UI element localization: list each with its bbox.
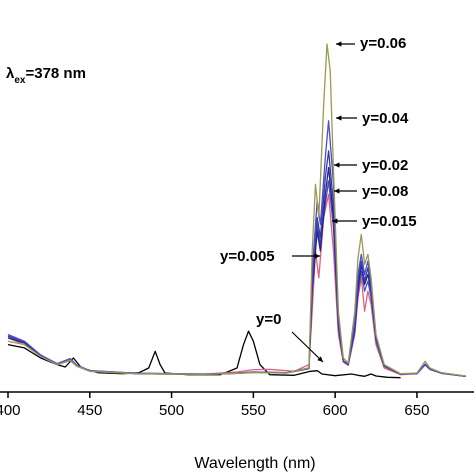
series-label: y=0.06 bbox=[360, 35, 406, 52]
excitation-annotation: λex=378 nm bbox=[6, 65, 86, 86]
series-label: y=0.08 bbox=[362, 183, 408, 200]
label-arrow-head bbox=[332, 218, 338, 224]
label-arrow-head bbox=[334, 162, 340, 168]
series-line-y-0-06 bbox=[7, 43, 467, 377]
series-line-y-0-015 bbox=[7, 180, 467, 377]
label-arrow-head bbox=[317, 356, 323, 362]
series-label: y=0.005 bbox=[220, 248, 275, 265]
x-tick-label: 600 bbox=[323, 402, 348, 419]
label-arrow-line bbox=[291, 331, 324, 363]
x-tick-label: 400 bbox=[0, 402, 21, 419]
series-label: y=0.02 bbox=[362, 157, 408, 174]
x-axis-title: Wavelength (nm) bbox=[194, 455, 315, 472]
label-arrow-head bbox=[334, 188, 340, 194]
series-label: y=0.04 bbox=[362, 110, 409, 127]
annotation-rest: =378 nm bbox=[25, 65, 85, 82]
annotation-lambda: λ bbox=[6, 65, 15, 82]
x-tick-label: 450 bbox=[77, 402, 102, 419]
x-ticks-group: 400 450 500 550 600 650 bbox=[0, 392, 429, 419]
series-label: y=0 bbox=[256, 311, 281, 328]
x-tick-label: 500 bbox=[159, 402, 184, 419]
x-tick-label: 550 bbox=[241, 402, 266, 419]
x-tick-label: 650 bbox=[404, 402, 429, 419]
series-line-y-0 bbox=[7, 330, 401, 379]
label-arrow-head bbox=[336, 41, 342, 47]
series-label: y=0.015 bbox=[362, 213, 417, 230]
axes-layer: 400 450 500 550 600 650 bbox=[0, 391, 474, 419]
label-arrow-head bbox=[314, 253, 320, 259]
annotation-subscript: ex bbox=[14, 75, 26, 86]
series-labels-layer: y=0.06 y=0.04 y=0.02 y=0.08 y=0.015 y=0.005 y=… bbox=[220, 35, 417, 363]
annotation-layer: λex=378 nm y=0.06y=0.04y=0.02y=0.08y=0.0… bbox=[6, 35, 417, 363]
series-layer bbox=[7, 43, 467, 379]
label-arrow-head bbox=[336, 115, 342, 121]
